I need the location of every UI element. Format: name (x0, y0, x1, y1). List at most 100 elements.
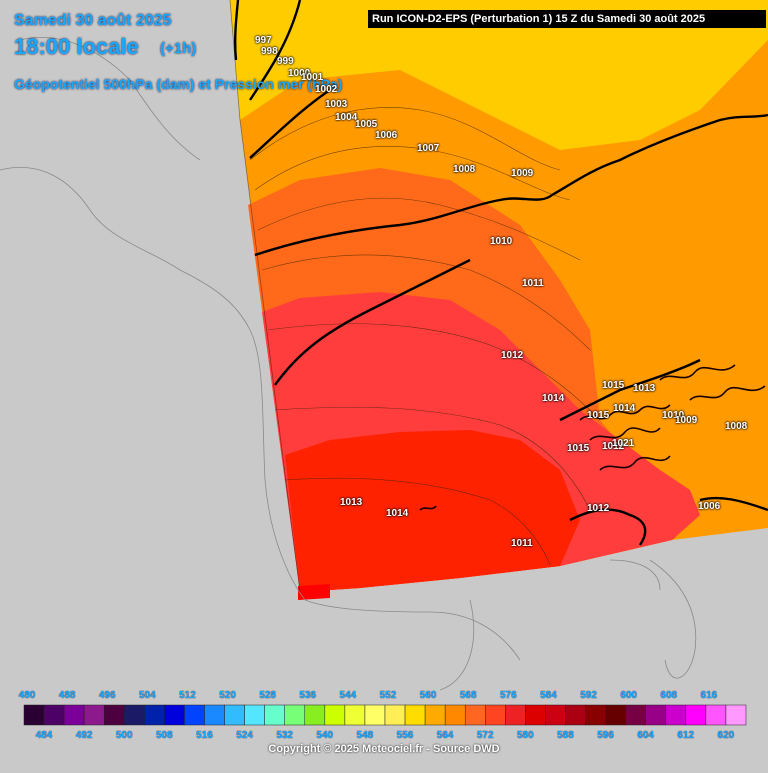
pressure-label: 1013 (340, 497, 363, 508)
legend-top-value: 616 (700, 690, 718, 701)
legend-swatch (605, 704, 626, 726)
legend-swatch (264, 704, 285, 726)
legend-swatch (124, 704, 145, 726)
legend-top-value: 504 (138, 690, 156, 701)
legend-swatch (344, 704, 366, 726)
legend-bottom-value: 604 (637, 730, 654, 741)
legend-swatch (304, 704, 326, 726)
legend-swatch (364, 704, 386, 726)
pressure-label: 1006 (375, 130, 398, 141)
legend-bottom-value: 556 (396, 730, 414, 741)
pressure-label: 1010 (490, 236, 513, 247)
legend-bottom-value: 596 (597, 730, 614, 741)
legend-swatch (545, 704, 566, 726)
legend-swatch (144, 704, 165, 726)
pressure-label: 1012 (602, 441, 625, 452)
legend-swatch (63, 704, 85, 726)
pressure-label: 998 (261, 46, 278, 57)
legend-top-value: 584 (540, 690, 557, 701)
legend-swatch (685, 704, 707, 726)
legend-swatch (103, 704, 125, 726)
pressure-label: 1008 (725, 421, 748, 432)
pressure-label: 1005 (355, 119, 378, 130)
legend-swatch (505, 704, 526, 726)
pressure-label: 1015 (567, 443, 590, 454)
legend-swatch (184, 704, 205, 726)
legend-swatch (284, 704, 306, 726)
color-scale-legend: 480 488 496 504 512 520 528 536 544 552 560 568 576 5… (0, 688, 768, 768)
legend-swatch (404, 704, 426, 726)
legend-top-value: 560 (419, 690, 437, 701)
legend-top-value: 528 (259, 690, 276, 701)
pressure-label: 1008 (453, 164, 476, 175)
legend-top-value: 496 (98, 690, 116, 701)
legend-swatch (424, 704, 446, 726)
legend-bottom-value: 548 (356, 730, 374, 741)
pressure-label: 1000 (288, 68, 311, 79)
legend-swatch (665, 704, 687, 726)
legend-swatch (525, 704, 546, 726)
legend-swatch (204, 704, 225, 726)
color-scale-bar (23, 704, 747, 726)
legend-bottom-value: 580 (516, 730, 534, 741)
pressure-label: 1014 (386, 508, 409, 519)
pressure-label: 1010 (662, 410, 685, 421)
pressure-label: 1002 (315, 84, 338, 95)
legend-bottom-value: 540 (316, 730, 334, 741)
legend-bottom-value: 516 (196, 730, 213, 741)
coastlines (0, 37, 697, 691)
pressure-label: 1006 (698, 501, 721, 512)
legend-bottom-value: 500 (115, 730, 133, 741)
pressure-label: 1015 (602, 380, 625, 391)
pressure-label: 1015 (587, 410, 610, 421)
field-description: Géopotentiel 500hPa (dam) et Pression me… (14, 76, 343, 92)
legend-swatch (485, 704, 506, 726)
legend-swatch (725, 704, 747, 726)
legend-swatch (23, 704, 45, 726)
pressure-label: 1011 (511, 538, 533, 549)
pressure-label: 997 (255, 35, 272, 46)
pressure-label: 1013 (633, 383, 656, 394)
legend-bottom-value: 524 (236, 730, 253, 741)
legend-bottom-value: 620 (717, 730, 735, 741)
pressure-label: 1012 (501, 350, 524, 361)
forecast-step: (+1h) (160, 40, 197, 57)
pressure-label: 1011 (522, 278, 544, 289)
pressure-label: 1012 (587, 503, 610, 514)
alpine-terrain (419, 364, 766, 511)
pressure-label: 1014 (613, 403, 636, 414)
legend-top-value: 488 (58, 690, 76, 701)
pressure-label: 1014 (542, 393, 565, 404)
legend-top-value: 480 (18, 690, 36, 701)
legend-swatch (164, 704, 185, 726)
legend-bottom-value: 564 (436, 730, 454, 741)
legend-top-value: 544 (339, 690, 357, 701)
legend-bottom-value: 572 (476, 730, 494, 741)
pressure-label: 1009 (675, 415, 698, 426)
pressure-label: 1004 (335, 112, 358, 123)
legend-swatch (464, 704, 486, 726)
legend-swatch (244, 704, 265, 726)
forecast-date: Samedi 30 août 2025 (14, 12, 172, 29)
legend-bottom-value: 508 (155, 730, 173, 741)
legend-swatch (565, 704, 586, 726)
copyright: Copyright © 2025 Meteociel.fr - Source D… (268, 743, 500, 755)
legend-top-value: 600 (620, 690, 637, 701)
legend-bottom-value: 484 (35, 730, 53, 741)
legend-top-value: 576 (499, 690, 517, 701)
pressure-label: 1003 (325, 99, 348, 110)
legend-swatch (625, 704, 646, 726)
pressure-label: 1009 (511, 168, 534, 179)
legend-bottom-value: 492 (75, 730, 93, 741)
legend-swatch (585, 704, 606, 726)
pressure-label: 999 (277, 56, 294, 67)
geopotential-field (230, 0, 768, 600)
legend-swatch (384, 704, 406, 726)
legend-top-value: 536 (299, 690, 317, 701)
legend-bottom-value: 612 (677, 730, 695, 741)
legend-top-value: 592 (580, 690, 597, 701)
legend-top-value: 512 (179, 690, 196, 701)
forecast-time: 18:00 locale (14, 34, 139, 59)
legend-swatch (444, 704, 466, 726)
